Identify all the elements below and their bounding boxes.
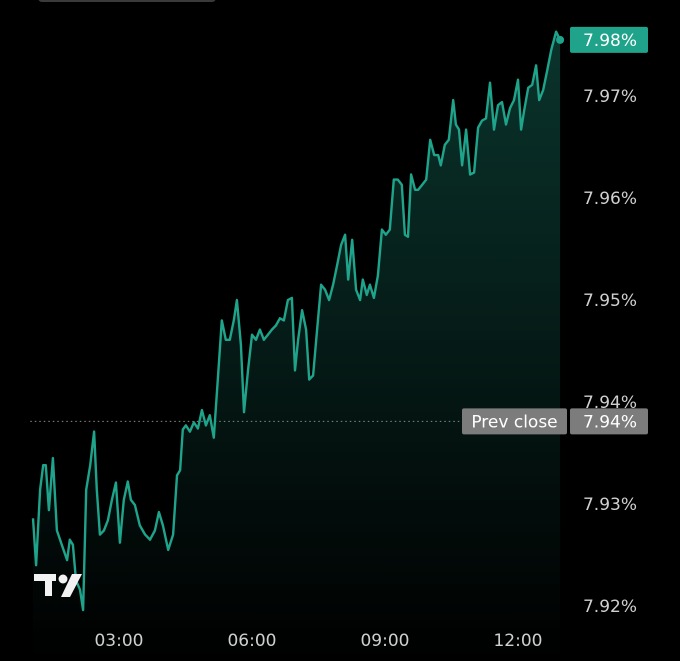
prev-close-label: Prev close	[471, 412, 557, 432]
y-tick-label: 7.97%	[583, 87, 637, 107]
prev-close-value-badge	[570, 408, 648, 435]
y-tick-label: 7.94%	[583, 393, 637, 413]
last-point	[556, 35, 565, 44]
last-value-badge	[570, 26, 648, 53]
prev-close-badge	[462, 408, 567, 435]
prev-close-value: 7.94%	[583, 412, 637, 432]
area-fill	[32, 31, 561, 661]
top-bar	[38, 0, 216, 2]
y-tick-label: 7.93%	[583, 495, 637, 515]
plot: 7.92%7.93%7.94%7.95%7.96%7.97%03:0006:00…	[30, 26, 648, 661]
logo	[34, 574, 82, 597]
y-tick-label: 7.96%	[583, 189, 637, 209]
y-tick-label: 7.92%	[583, 597, 637, 617]
price-line	[31, 30, 562, 612]
last-value-label: 7.98%	[583, 31, 637, 51]
y-tick-label: 7.95%	[583, 291, 637, 311]
